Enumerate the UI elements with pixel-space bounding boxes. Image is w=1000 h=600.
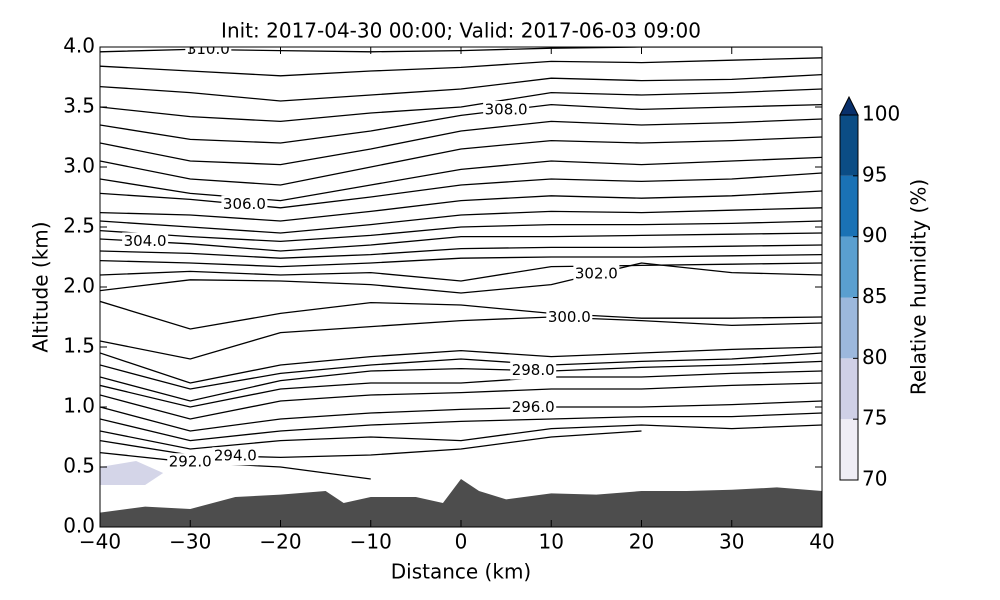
x-tick-label: −20 — [259, 530, 301, 554]
contour-line — [100, 88, 822, 123]
contour-label: 300.0 — [548, 308, 591, 326]
colorbar-tick-label: 75 — [862, 406, 887, 430]
x-tick-label: 40 — [809, 530, 834, 554]
contour-label-bg — [221, 195, 268, 214]
colorbar-segment — [840, 115, 858, 176]
contour-line — [100, 382, 822, 420]
colorbar-segment — [840, 419, 858, 480]
x-tick-label: 0 — [455, 530, 468, 554]
colorbar-tick-label: 70 — [862, 467, 887, 491]
y-tick-label: 1.0 — [63, 394, 95, 418]
colorbar-segment — [840, 175, 858, 237]
colorbar-segment — [840, 358, 858, 420]
x-tick-label: −30 — [169, 530, 211, 554]
contour-line — [100, 156, 822, 202]
contour-line — [100, 346, 822, 384]
y-tick-label: 0.0 — [63, 514, 95, 538]
contour-label-bg — [483, 101, 530, 119]
contour-label-bg — [122, 232, 169, 251]
contour-line — [100, 190, 822, 222]
contour-label-bg — [212, 447, 259, 466]
colorbar-tick-label: 95 — [862, 162, 887, 186]
contour-line — [100, 232, 822, 252]
y-tick-label: 2.5 — [63, 214, 95, 238]
x-tick-label: 10 — [539, 530, 564, 554]
x-axis-label: Distance (km) — [391, 560, 531, 584]
contour-line — [100, 316, 822, 360]
contour-line — [100, 253, 822, 268]
y-tick-label: 2.0 — [63, 274, 95, 298]
chart-title: Init: 2017-04-30 00:00; Valid: 2017-06-0… — [221, 19, 701, 43]
x-tick-label: 30 — [719, 530, 744, 554]
rh-patch — [100, 461, 164, 485]
contour-label: 292.0 — [169, 453, 212, 471]
contour-line — [100, 118, 822, 166]
contour-line — [100, 352, 822, 390]
y-tick-label: 3.5 — [63, 94, 95, 118]
contour-line — [100, 412, 822, 442]
contour-label-bg — [167, 453, 214, 472]
y-tick-label: 3.0 — [63, 154, 95, 178]
contour-line — [100, 400, 822, 432]
contour-label-bg — [573, 264, 620, 283]
x-tick-label: 20 — [629, 530, 654, 554]
contour-line — [100, 73, 822, 102]
contour-label-bg — [185, 47, 232, 59]
contour-label: 294.0 — [214, 447, 257, 465]
colorbar-extend — [839, 95, 859, 116]
colorbar-tick-label: 85 — [862, 284, 887, 308]
terrain — [100, 479, 822, 527]
contour-label: 298.0 — [512, 361, 555, 379]
contour-line — [100, 262, 822, 294]
colorbar-tick-label: 80 — [862, 345, 887, 369]
contour-label: 302.0 — [575, 264, 618, 282]
colorbar-tick-label: 90 — [862, 223, 887, 247]
contour-line — [100, 136, 822, 186]
colorbar-segment — [840, 236, 858, 298]
plot-area: 310.0 308.0 306.0 304.0 302.0 300.0 298.0 296.0… — [100, 40, 822, 527]
contour-line — [100, 300, 822, 330]
contour-line — [100, 172, 822, 209]
y-axis-label: Altitude (km) — [29, 221, 53, 352]
colorbar-label: Relative humidity (%) — [907, 179, 931, 395]
contour-label: 310.0 — [187, 40, 230, 58]
y-tick-label: 0.5 — [63, 454, 95, 478]
contour-line — [100, 360, 822, 402]
contour-label: 296.0 — [512, 398, 555, 416]
contour-line — [100, 103, 822, 144]
contour-line — [100, 57, 822, 77]
contour-label-bg — [510, 398, 557, 417]
y-tick-label: 4.0 — [63, 34, 95, 58]
contour-line — [100, 262, 822, 282]
x-tick-label: −40 — [79, 530, 121, 554]
contour-label-bg — [510, 361, 557, 380]
contour-label-bg — [546, 308, 593, 327]
contour-line — [100, 244, 822, 259]
x-tick-label: −10 — [350, 530, 392, 554]
contour-line — [100, 207, 822, 234]
contour-line — [100, 220, 822, 243]
contour-line — [100, 424, 822, 450]
contour-label: 306.0 — [223, 195, 266, 213]
contour-label: 308.0 — [485, 101, 528, 119]
y-tick-label: 1.5 — [63, 334, 95, 358]
colorbar-tick-label: 100 — [862, 102, 900, 126]
contour-line — [100, 370, 822, 408]
colorbar-segment — [840, 297, 858, 359]
contour-label: 304.0 — [124, 232, 167, 250]
